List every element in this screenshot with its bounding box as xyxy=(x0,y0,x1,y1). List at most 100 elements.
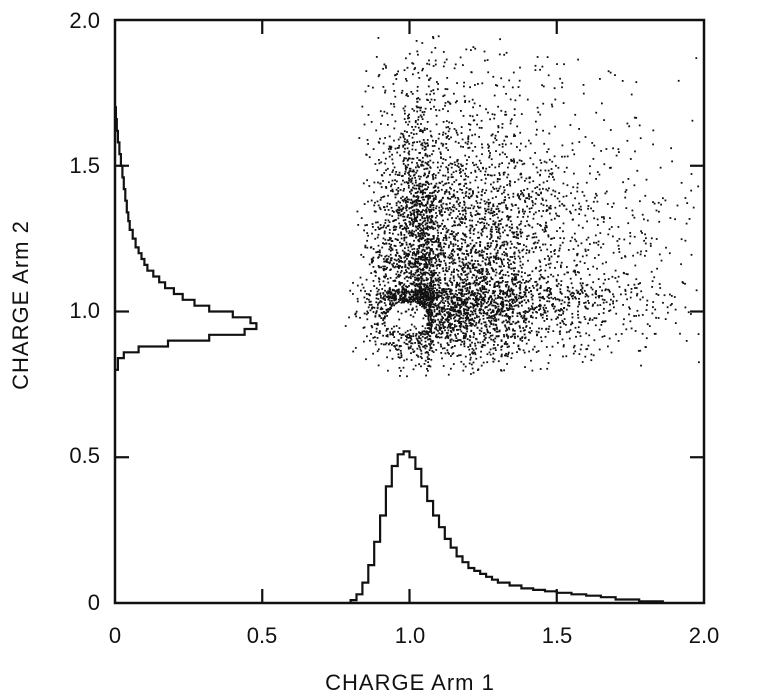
scatter-point xyxy=(466,244,469,246)
scatter-point xyxy=(428,170,431,173)
scatter-point xyxy=(416,277,418,280)
scatter-point xyxy=(504,274,507,276)
scatter-point xyxy=(442,131,445,134)
scatter-point xyxy=(407,267,410,270)
scatter-point xyxy=(484,173,486,176)
scatter-point xyxy=(442,288,445,290)
scatter-point xyxy=(471,225,474,228)
scatter-point xyxy=(437,291,440,294)
scatter-point xyxy=(450,307,453,310)
scatter-point xyxy=(648,325,651,327)
scatter-point xyxy=(570,282,573,285)
scatter-point xyxy=(380,186,383,188)
scatter-point xyxy=(503,186,505,189)
scatter-point xyxy=(542,306,545,309)
scatter-point xyxy=(435,260,438,262)
scatter-point xyxy=(566,155,569,158)
scatter-point xyxy=(522,263,524,266)
scatter-point xyxy=(444,236,447,238)
scatter-point xyxy=(415,301,417,303)
scatter-point xyxy=(571,312,574,315)
scatter-point xyxy=(573,259,576,262)
scatter-point xyxy=(531,270,534,273)
scatter-point xyxy=(458,264,461,267)
scatter-point xyxy=(475,200,478,202)
scatter-point xyxy=(402,144,405,147)
scatter-point xyxy=(402,333,405,336)
scatter-point xyxy=(480,276,483,279)
scatter-point xyxy=(423,258,426,261)
scatter-point xyxy=(429,306,432,309)
scatter-point xyxy=(545,226,548,229)
scatter-point xyxy=(432,235,435,237)
scatter-point xyxy=(386,277,389,280)
scatter-point xyxy=(511,204,514,207)
scatter-point xyxy=(453,161,456,164)
scatter-point xyxy=(442,174,444,177)
scatter-point xyxy=(459,168,462,170)
scatter-point xyxy=(450,273,453,276)
scatter-point xyxy=(405,276,408,278)
scatter-point xyxy=(509,247,512,249)
scatter-point xyxy=(429,324,432,327)
scatter-point xyxy=(405,157,407,160)
scatter-point xyxy=(382,86,385,88)
scatter-point xyxy=(469,321,472,324)
scatter-point xyxy=(472,371,475,374)
scatter-point xyxy=(435,205,438,208)
scatter-point xyxy=(482,167,484,170)
scatter-point xyxy=(384,289,386,292)
scatter-point xyxy=(383,321,386,324)
scatter-point xyxy=(475,279,478,281)
scatter-point xyxy=(578,141,581,143)
scatter-point xyxy=(490,158,493,161)
scatter-point xyxy=(390,237,392,240)
scatter-point xyxy=(506,346,509,348)
scatter-point xyxy=(576,331,579,333)
scatter-point xyxy=(435,123,438,126)
scatter-point xyxy=(528,211,531,213)
scatter-point xyxy=(636,292,639,295)
scatter-point xyxy=(505,327,508,330)
scatter-point xyxy=(438,327,441,330)
scatter-point xyxy=(628,313,630,316)
scatter-point xyxy=(500,281,503,284)
scatter-point xyxy=(420,201,423,204)
scatter-point xyxy=(428,331,430,333)
scatter-point xyxy=(430,282,432,285)
scatter-point xyxy=(491,133,494,136)
scatter-point xyxy=(539,173,541,176)
scatter-point xyxy=(618,286,621,288)
scatter-point xyxy=(385,226,387,229)
scatter-point xyxy=(517,207,520,210)
scatter-point xyxy=(409,170,412,172)
scatter-point xyxy=(460,343,462,346)
scatter-point xyxy=(670,295,673,297)
scatter-point xyxy=(421,277,424,280)
scatter-point xyxy=(418,247,421,250)
scatter-point xyxy=(482,314,485,317)
scatter-point xyxy=(481,267,484,270)
scatter-point xyxy=(432,250,434,253)
scatter-point xyxy=(429,293,432,296)
scatter-point xyxy=(419,271,422,274)
scatter-point xyxy=(504,284,507,287)
scatter-point xyxy=(442,323,444,326)
scatter-point xyxy=(489,315,492,318)
scatter-point xyxy=(374,210,377,213)
scatter-point xyxy=(469,286,471,288)
scatter-point xyxy=(644,194,647,197)
scatter-point xyxy=(465,312,468,315)
scatter-point xyxy=(612,300,614,303)
scatter-point xyxy=(437,240,440,243)
scatter-point xyxy=(409,314,412,317)
scatter-point xyxy=(417,300,420,303)
scatter-point xyxy=(450,313,453,316)
scatter-point xyxy=(502,226,504,229)
scatter-point xyxy=(442,249,444,252)
scatter-point xyxy=(387,297,390,300)
scatter-point xyxy=(431,341,434,344)
scatter-point xyxy=(497,318,500,321)
scatter-point xyxy=(399,349,402,352)
scatter-point xyxy=(521,296,524,299)
